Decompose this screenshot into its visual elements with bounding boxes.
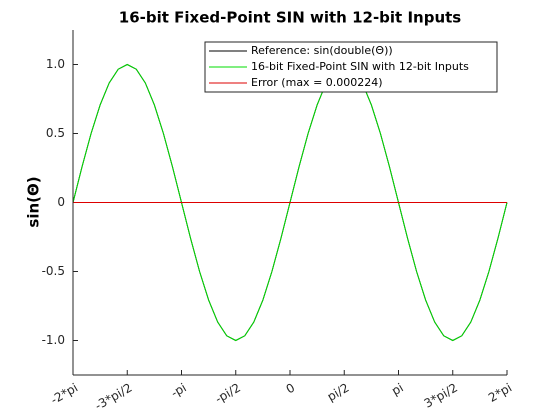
y-tick-label: 0.5: [46, 126, 65, 140]
y-axis-label: sin(Θ): [25, 176, 43, 227]
legend-label: 16-bit Fixed-Point SIN with 12-bit Input…: [251, 60, 469, 73]
legend: Reference: sin(double(Θ)) 16-bit Fixed-Po…: [204, 41, 498, 93]
y-tick-label: -0.5: [42, 264, 65, 278]
y-tick-label: -1.0: [42, 333, 65, 347]
x-tick-label: -pi: [169, 381, 189, 401]
legend-box: [204, 41, 498, 93]
chart-title: 16-bit Fixed-Point SIN with 12-bit Input…: [119, 9, 462, 27]
legend-label: Error (max = 0.000224): [251, 76, 383, 89]
y-tick-label: 1.0: [46, 57, 65, 71]
legend-label: Reference: sin(double(Θ)): [251, 44, 393, 57]
y-tick-label: 0: [57, 195, 65, 209]
